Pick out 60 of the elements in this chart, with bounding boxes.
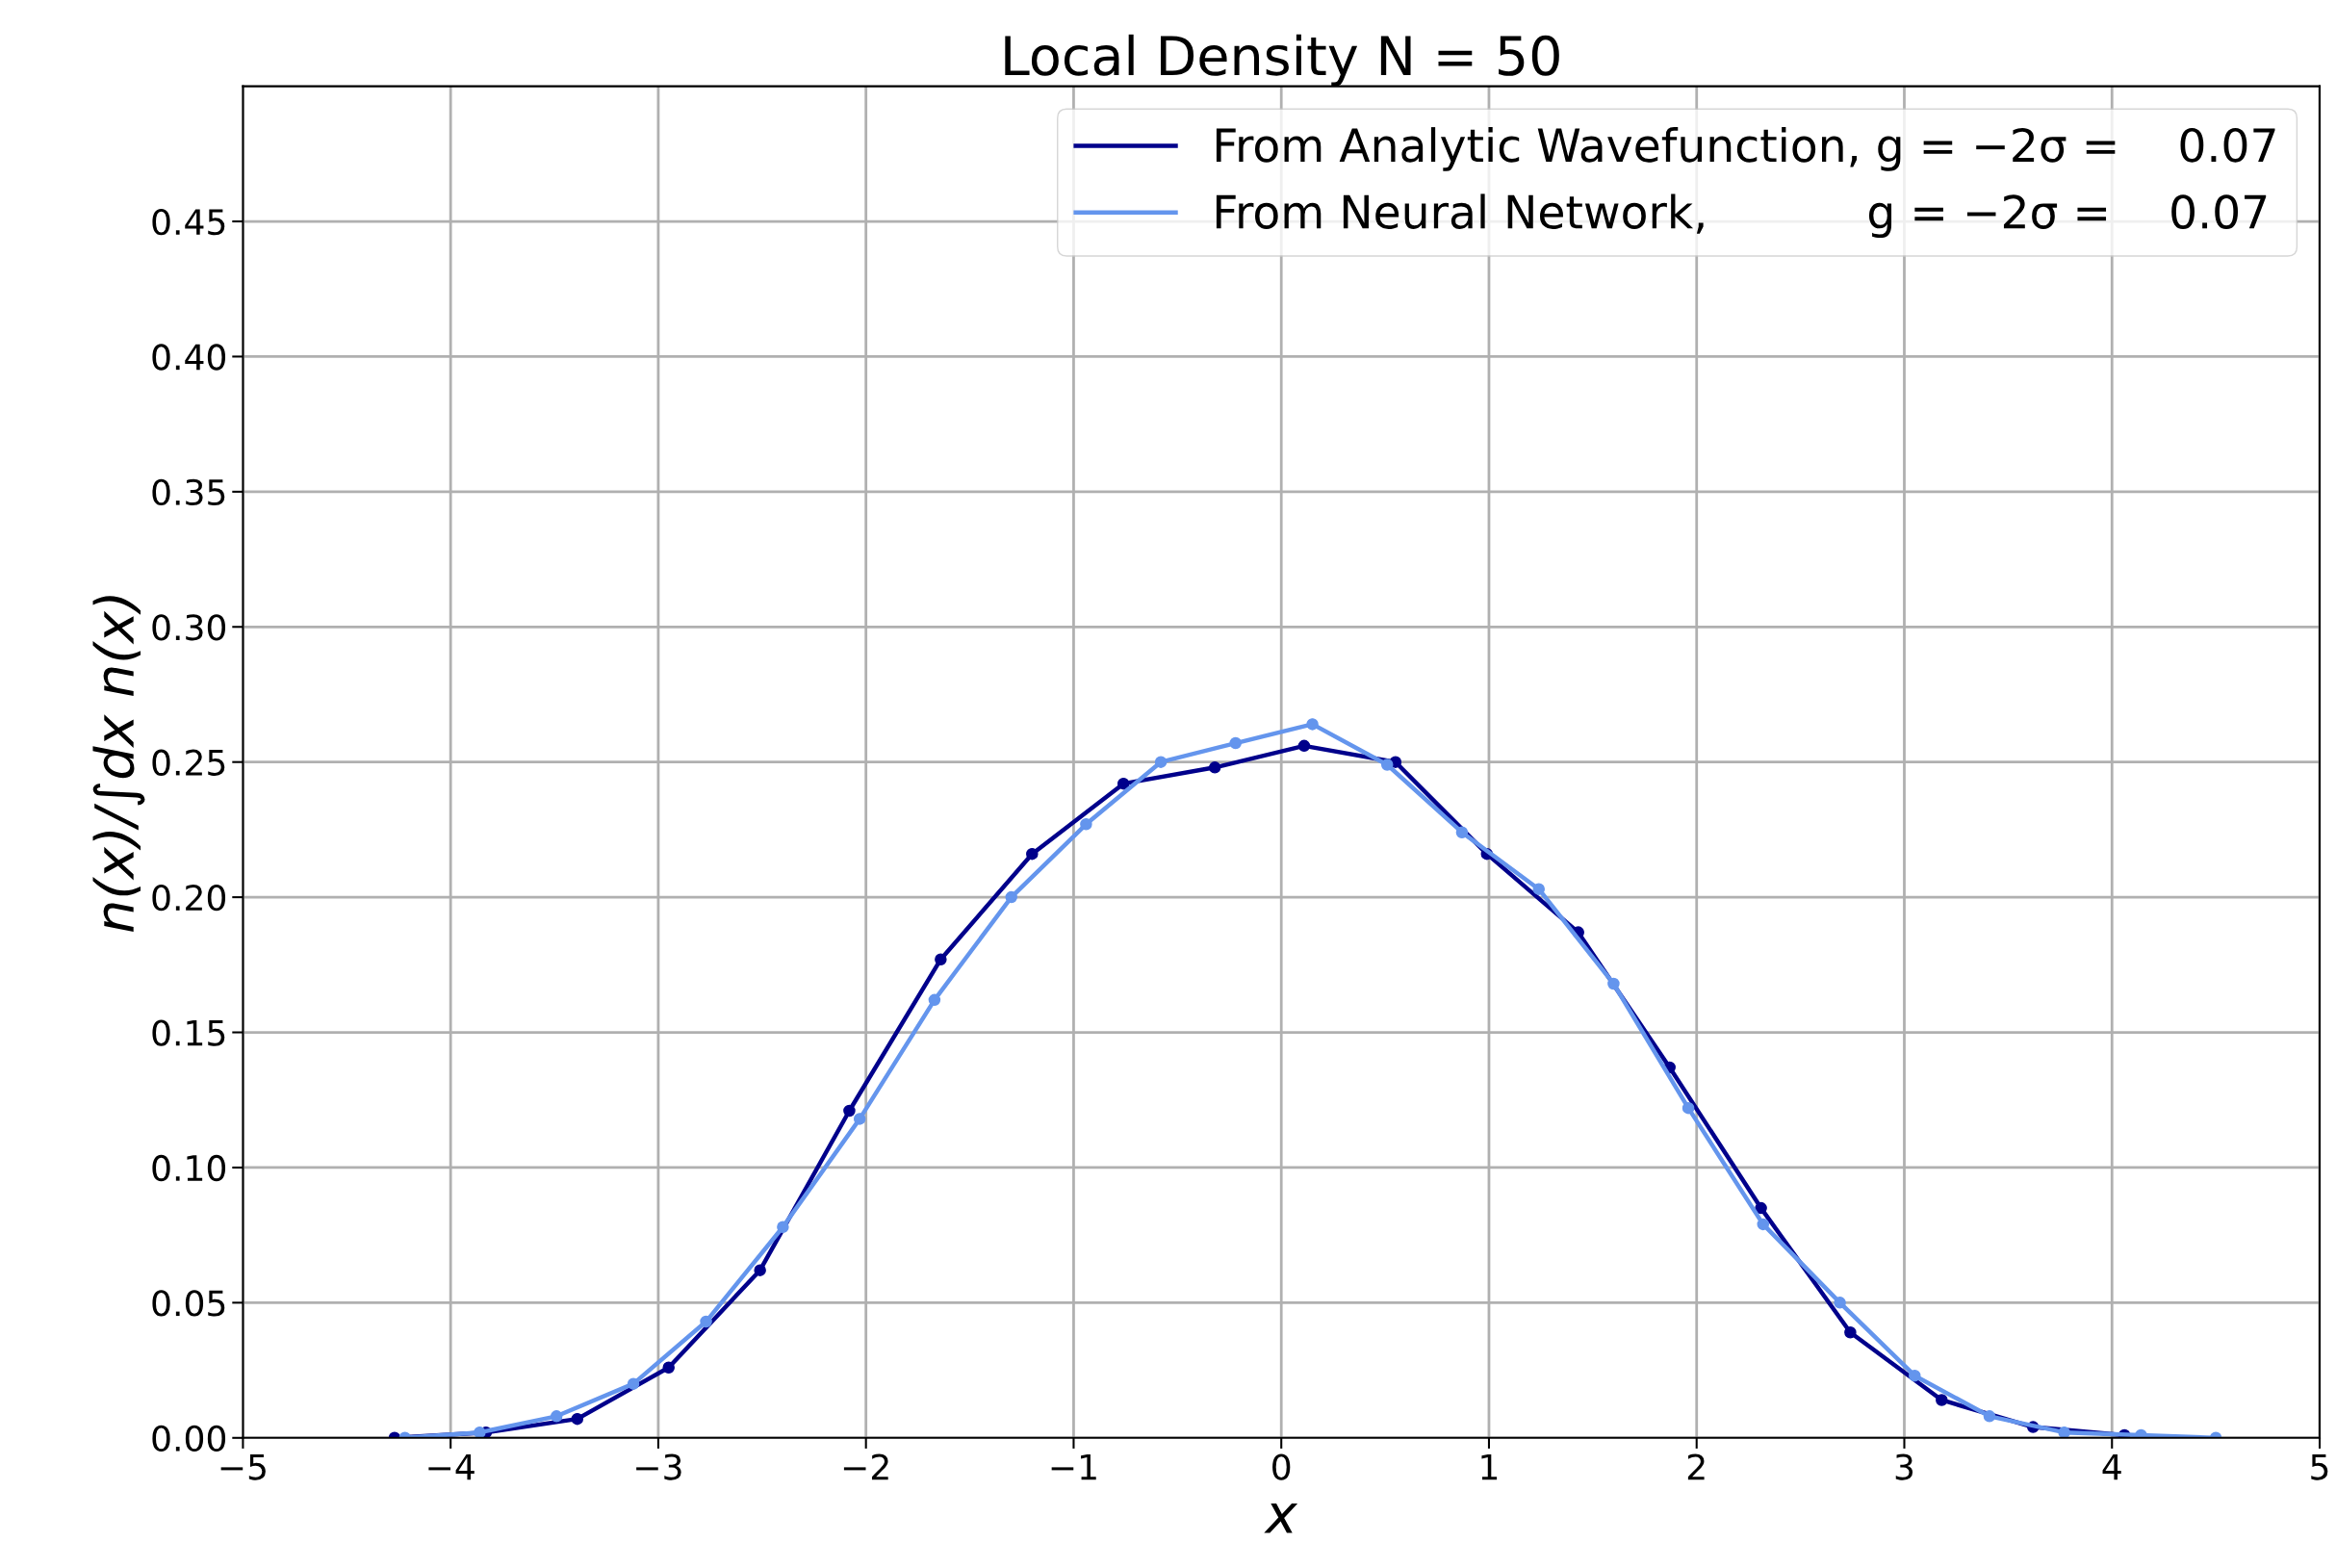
x-tick-label: −2 xyxy=(843,1453,888,1480)
point xyxy=(662,1361,675,1375)
point xyxy=(1936,1394,1948,1406)
point xyxy=(754,1264,766,1276)
y-tick-label: 0.05 xyxy=(152,1290,225,1317)
point xyxy=(1983,1410,1996,1423)
point xyxy=(1607,977,1620,990)
y-tick-label: 0.40 xyxy=(152,344,226,371)
x-tick-label: −1 xyxy=(1051,1453,1096,1480)
y-tick-label: 0.25 xyxy=(152,749,225,776)
point xyxy=(1757,1218,1770,1231)
legend-label: From Analytic Wavefunction, g = −2σ = 0.07 xyxy=(1216,127,2275,171)
point xyxy=(928,993,941,1007)
legend-label: From Neural Network, g = −2σ = 0.07 xyxy=(1216,193,2267,239)
point xyxy=(843,1104,856,1118)
y-tick-label: 0.45 xyxy=(152,208,225,236)
x-tick-label: −3 xyxy=(636,1453,681,1480)
point xyxy=(853,1113,866,1125)
y-tick-label: 0.00 xyxy=(152,1425,226,1452)
point xyxy=(1755,1201,1767,1215)
y-tick-label: 0.30 xyxy=(152,614,226,641)
point xyxy=(627,1377,640,1390)
point xyxy=(1681,1101,1695,1115)
x-tick-label: 4 xyxy=(2102,1453,2121,1480)
point xyxy=(1208,761,1221,774)
point xyxy=(777,1221,789,1233)
point xyxy=(1117,777,1130,790)
y-axis-title: n(x)/∫dx n(x) xyxy=(92,596,145,932)
point xyxy=(1297,739,1311,753)
x-tick-label: 3 xyxy=(1895,1453,1913,1480)
point xyxy=(1080,818,1092,831)
point xyxy=(2058,1426,2070,1438)
x-tick-label: 1 xyxy=(1481,1453,1498,1480)
x-tick-label: 0 xyxy=(1272,1453,1291,1480)
point xyxy=(1532,883,1546,895)
point xyxy=(550,1410,563,1423)
point xyxy=(1380,758,1394,771)
point xyxy=(1909,1369,1921,1382)
x-axis-title: x xyxy=(1264,1504,1298,1533)
point xyxy=(1154,756,1168,768)
point xyxy=(935,953,947,965)
chart-title: Local Density N = 50 xyxy=(1005,34,1559,87)
y-tick-label: 0.10 xyxy=(152,1154,226,1182)
point xyxy=(1229,736,1242,750)
x-tick-label: −4 xyxy=(428,1453,475,1480)
point xyxy=(1306,718,1319,731)
point xyxy=(1005,890,1017,904)
point xyxy=(700,1315,712,1328)
y-tick-label: 0.35 xyxy=(152,478,225,506)
x-tick-label: −5 xyxy=(220,1453,266,1480)
x-tick-label: 2 xyxy=(1687,1453,1705,1480)
point xyxy=(1455,826,1469,838)
point xyxy=(571,1412,584,1426)
y-tick-label: 0.20 xyxy=(152,885,226,912)
y-tick-label: 0.15 xyxy=(152,1019,225,1046)
point xyxy=(1026,847,1039,861)
point xyxy=(474,1426,486,1438)
point xyxy=(1834,1297,1846,1309)
x-tick-label: 5 xyxy=(2311,1453,2328,1480)
point xyxy=(1844,1326,1857,1339)
